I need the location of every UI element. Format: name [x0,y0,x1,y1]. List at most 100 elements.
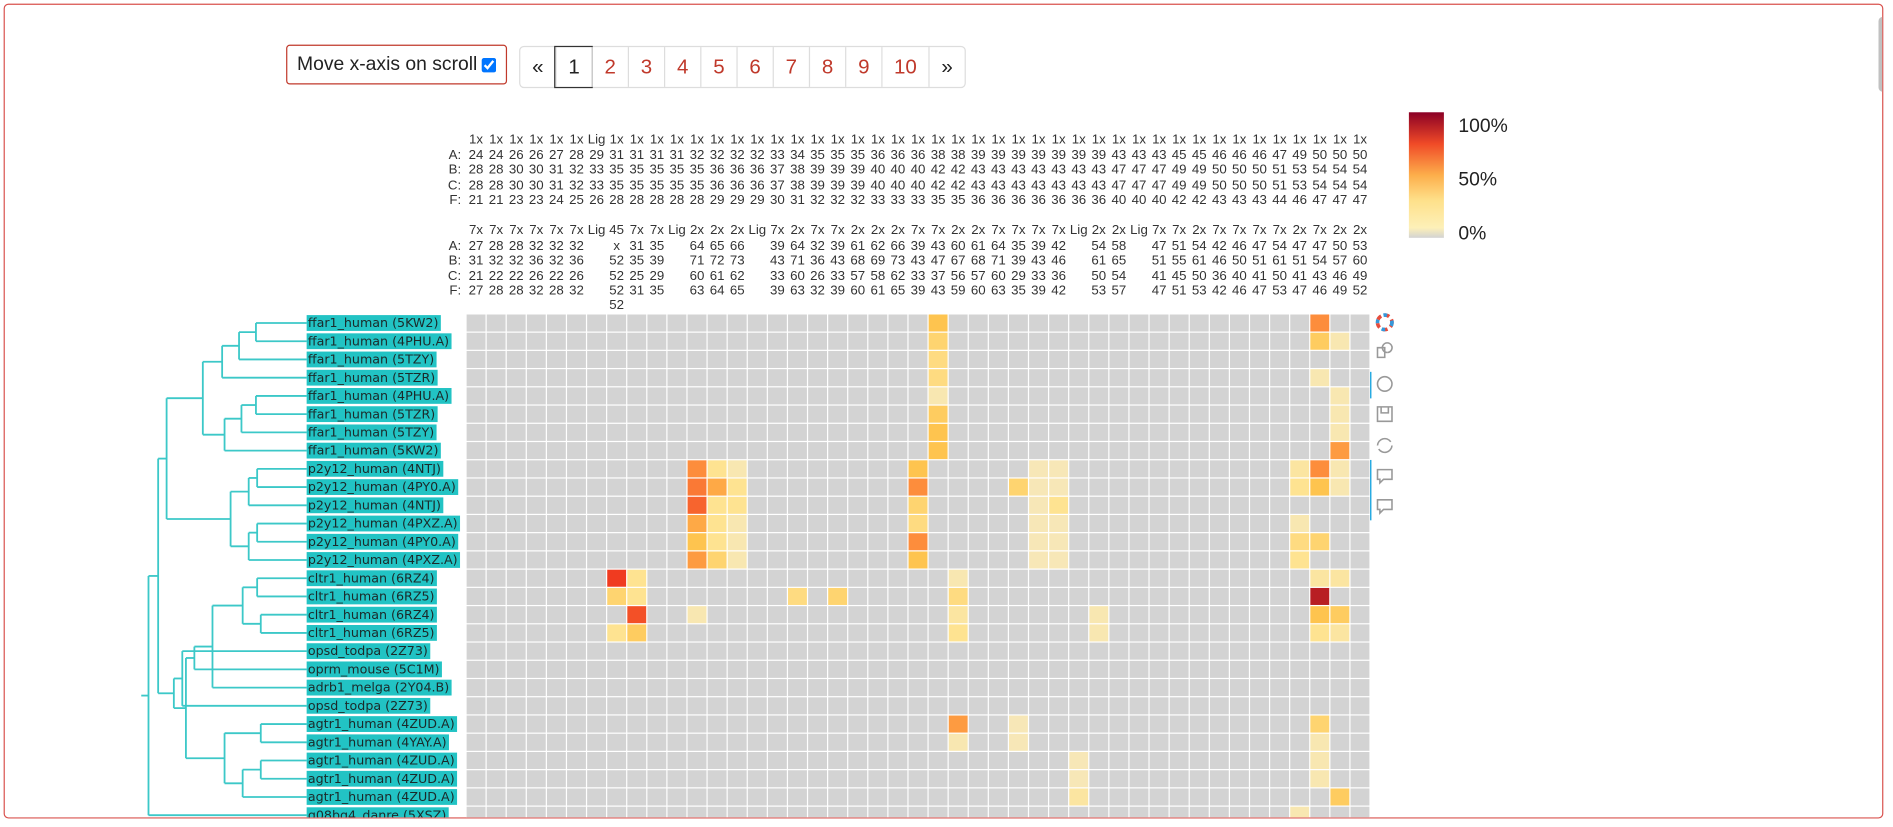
checkbox[interactable] [482,57,497,72]
heat-cell [1089,770,1109,788]
heat-cell [948,788,968,806]
hover-tool[interactable] [1376,499,1393,515]
position-label: 32 [690,147,705,162]
heat-cell [567,314,586,332]
position-label: 47 [1152,238,1167,253]
heat-cell [968,697,988,715]
heat-cell [747,569,767,587]
heat-cell [868,460,888,478]
page-link[interactable]: 3 [627,47,664,87]
heat-cell [667,788,687,806]
page-link[interactable]: 6 [736,47,772,87]
heat-cell [1029,733,1048,751]
heat-cell [1270,551,1290,569]
page-link[interactable]: » [928,47,964,87]
row-label-bg [306,406,438,423]
segment-label: 1x [1273,132,1287,147]
row-label: p2y12_human (4PXZ.A) [308,552,458,567]
hover-tool[interactable] [1376,468,1393,485]
reset-tool[interactable] [1376,437,1393,454]
heat-cell [1089,679,1109,697]
heat-cell [727,733,747,751]
heat-cell [968,405,988,423]
heat-cell [546,788,566,806]
page-link[interactable]: 4 [663,47,700,87]
page-link[interactable]: « [532,54,544,78]
scrollbar[interactable] [1878,16,1883,92]
position-label: 43 [1152,147,1167,162]
segment-label: 2x [971,222,985,237]
position-label: 60 [790,268,805,283]
heat-cell [607,350,627,368]
page-link[interactable]: 2 [591,47,628,87]
heat-cell [707,788,727,806]
zoom-tool[interactable] [1376,375,1393,392]
pan-tool[interactable] [1376,342,1393,359]
heat-cell [647,642,667,660]
position-label: 49 [1172,177,1187,192]
row-label-bg [306,643,431,660]
heat-cell [1270,624,1290,642]
row-prefix: F: [449,282,461,297]
heat-cell [1169,806,1189,818]
heat-cell [707,624,727,642]
heat-cell [1049,770,1069,788]
heat-cell [988,642,1008,660]
position-label: 43 [1091,162,1106,177]
heat-cell [1129,387,1149,405]
position-label: 36 [529,252,544,267]
heat-cell [727,314,747,332]
heat-cell [1250,770,1269,788]
page-link[interactable]: 7 [772,47,809,87]
page-link[interactable]: 1 [554,45,593,89]
heat-cell [1089,460,1109,478]
heat-cell [707,642,727,660]
heat-cell [1350,515,1370,533]
row-label: agtr1_human (4ZUD.A) [308,753,455,768]
column-headers: 1x 1x 1x 1x 1x 1x Lig 1x 1x 1x 1x 1x 1x 1x 1x 1x 1x 1x 1x 1… [448,132,1367,312]
heat-cell [526,697,546,715]
heat-cell [808,569,828,587]
heat-cell [1330,515,1350,533]
heat-cell [1069,460,1089,478]
heat-cell [767,752,787,770]
heat-cell [486,606,506,624]
heat-cell [988,679,1008,697]
page-link[interactable]: 9 [845,47,881,87]
position-label: 32 [509,252,524,267]
page-link[interactable]: 8 [808,47,845,87]
heat-cell [687,387,707,405]
position-label: 61 [971,238,986,253]
page-link[interactable]: 5 [700,47,736,87]
row-label-bg [306,679,452,696]
heat-cell [486,533,506,551]
heat-cell [667,569,687,587]
position-label: 39 [850,177,865,192]
heat-cell [1310,442,1330,460]
row-label: cltr1_human (6RZ5) [308,625,435,640]
heat-cell [486,369,506,387]
heat-cell [1129,423,1149,441]
legend-label: 50% [1458,170,1497,191]
heat-cell [1169,660,1189,678]
heat-cell [968,660,988,678]
heat-cell [848,733,868,751]
move-x-axis-control[interactable]: Move x-axis on scroll [286,44,508,85]
heat-cell [466,442,486,460]
logo[interactable] [1375,313,1394,332]
position-label: 43 [1051,162,1066,177]
position-label: 39 [1031,282,1046,297]
save-tool[interactable] [1376,406,1393,423]
heat-cell [1189,314,1209,332]
heat-cell [888,478,908,496]
heat-cell [647,332,667,350]
heat-cell [788,533,807,551]
heat-cell [747,478,767,496]
heat-cell [788,332,807,350]
page-link[interactable]: 10 [881,47,928,87]
heat-cell [747,515,767,533]
heat-cell [1109,533,1129,551]
heat-cell [948,369,968,387]
heat-cell [1149,679,1169,697]
heat-cell [1229,496,1249,514]
